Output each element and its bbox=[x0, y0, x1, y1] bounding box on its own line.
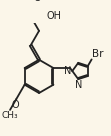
Text: CH₃: CH₃ bbox=[1, 111, 18, 120]
Text: N: N bbox=[64, 66, 71, 76]
Text: N: N bbox=[75, 81, 82, 90]
Text: O: O bbox=[12, 100, 20, 110]
Text: O: O bbox=[33, 0, 41, 3]
Text: Br: Br bbox=[92, 49, 104, 59]
Text: OH: OH bbox=[46, 11, 61, 21]
